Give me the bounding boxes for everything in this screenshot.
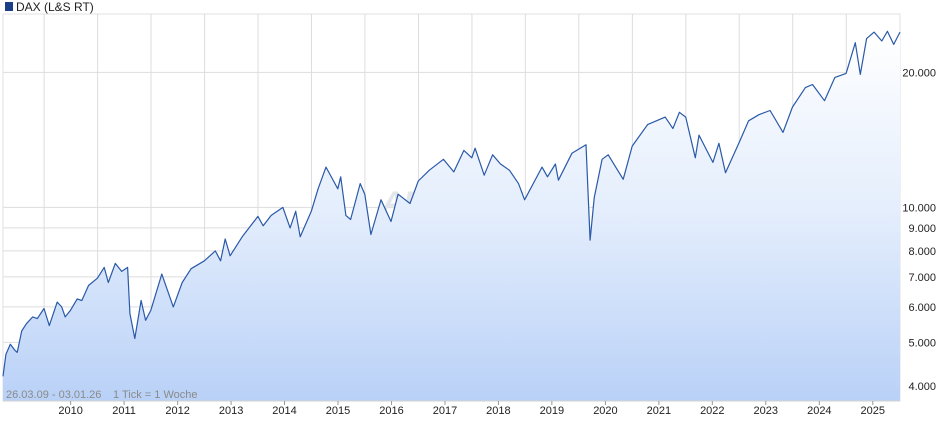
y-tick-label: 7.000 [908, 272, 936, 284]
x-tick-label: 2022 [700, 405, 724, 417]
y-tick-label: 8.000 [908, 246, 936, 258]
x-axis: 2010 2011 2012 2013 2014 2015 2016 2017 2018 2019… [3, 400, 900, 417]
x-tick-label: 2014 [272, 405, 296, 417]
legend-label: DAX (L&S RT) [16, 0, 94, 14]
x-tick-label: 2017 [433, 405, 457, 417]
y-tick-label: 6.000 [908, 302, 936, 314]
x-tick-label: 2016 [379, 405, 403, 417]
x-tick-label: 2010 [58, 405, 82, 417]
y-tick-label: 9.000 [908, 223, 936, 235]
x-tick-label: 2021 [647, 405, 671, 417]
legend-swatch [5, 2, 13, 11]
tick-info: 1 Tick = 1 Woche [113, 389, 197, 401]
area-fill [3, 31, 900, 402]
x-tick-label: 2024 [807, 405, 831, 417]
y-axis: 4.000 5.000 6.000 7.000 8.000 9.000 10.000 20.0… [902, 67, 936, 392]
x-tick-label: 2018 [486, 405, 510, 417]
y-tick-label: 4.000 [908, 381, 936, 393]
legend: DAX (L&S RT) [5, 0, 94, 14]
series-line [2, 30, 901, 377]
x-tick-label: 2025 [861, 405, 885, 417]
x-tick-label: 2023 [754, 405, 778, 417]
footer-info: 26.03.09 - 03.01.26 1 Tick = 1 Woche [6, 389, 197, 401]
x-tick-label: 2013 [219, 405, 243, 417]
x-tick-label: 2019 [540, 405, 564, 417]
x-tick-label: 2011 [112, 405, 136, 417]
date-range: 26.03.09 - 03.01.26 [6, 389, 101, 401]
y-tick-label: 10.000 [902, 202, 936, 214]
x-tick-label: 2020 [593, 405, 617, 417]
x-tick-label: 2015 [326, 405, 350, 417]
y-tick-label: 5.000 [908, 337, 936, 349]
y-tick-label: 20.000 [902, 67, 936, 79]
x-tick-label: 2012 [165, 405, 189, 417]
